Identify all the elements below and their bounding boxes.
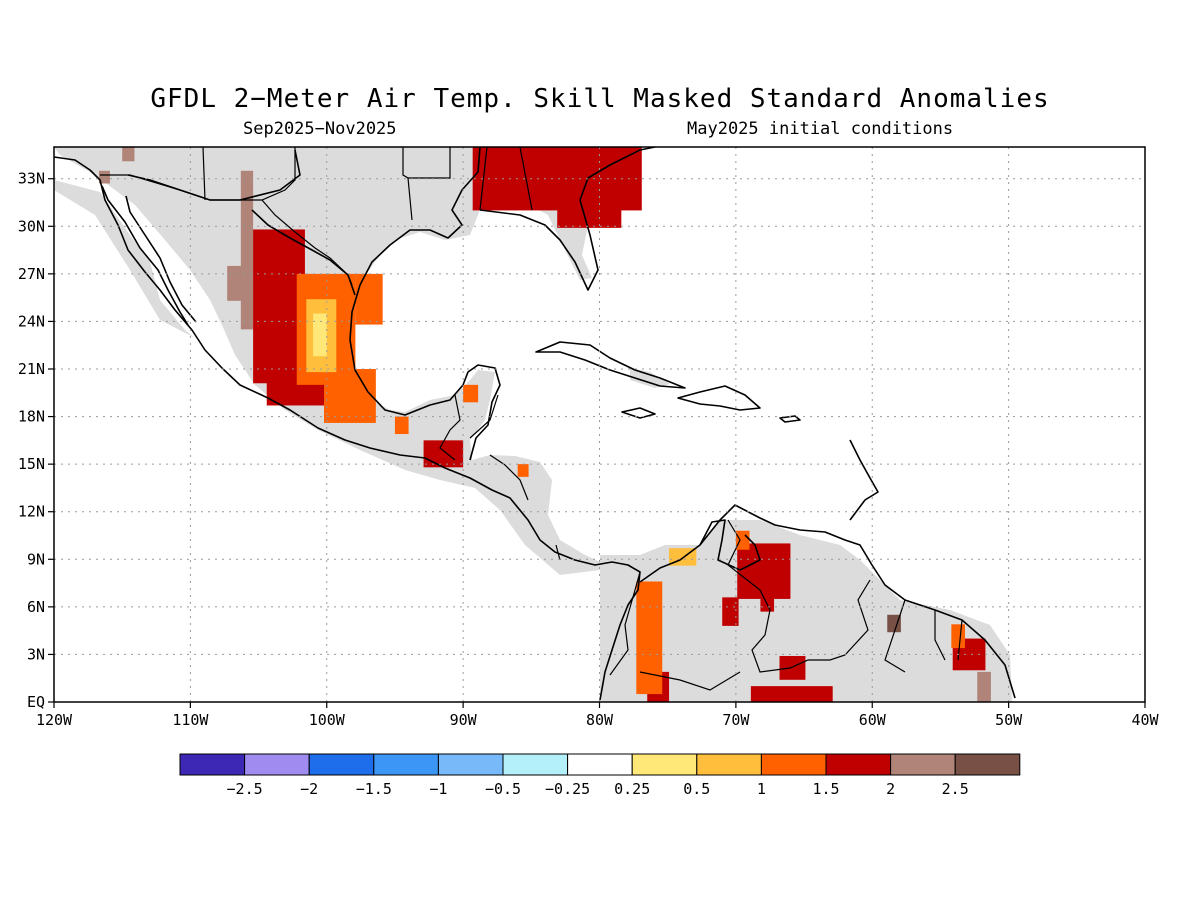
y-tick-label: 24N xyxy=(18,312,45,330)
y-tick-label: 9N xyxy=(27,550,45,568)
colorbar-label: 1.5 xyxy=(812,780,839,798)
colorbar-swatch xyxy=(567,753,633,776)
anomaly-patch xyxy=(735,530,750,550)
y-tick-label: 27N xyxy=(18,265,45,283)
colorbar-swatch xyxy=(179,753,246,776)
x-tick-label: 110W xyxy=(172,711,209,729)
colorbar: −2.5 −2 −1.5 −1 −0.5 −0.25 0.25 0.5 1 1.5 2 2.5 xyxy=(179,753,1021,798)
anomaly-patch xyxy=(313,313,327,357)
y-tick-label: 21N xyxy=(18,360,45,378)
map-axes: 120W 110W 100W 90W 80W 70W 60W 50W 40W 33N 30N 27N 2… xyxy=(18,170,1160,729)
anomaly-patch xyxy=(253,229,305,384)
colorbar-label: −2 xyxy=(300,780,318,798)
x-tick-label: 90W xyxy=(450,711,478,729)
anomaly-patch xyxy=(779,656,806,680)
colorbar-swatch xyxy=(760,753,827,776)
colorbar-label: 0.25 xyxy=(614,780,650,798)
anomaly-patch xyxy=(227,265,247,301)
colorbar-swatch xyxy=(696,753,762,776)
x-tick-label: 60W xyxy=(859,711,887,729)
country-borders xyxy=(100,147,963,691)
x-tick-label: 70W xyxy=(722,711,750,729)
colorbar-label: 1 xyxy=(757,780,766,798)
x-tick-label: 40W xyxy=(1131,711,1159,729)
colorbar-label: 2.5 xyxy=(942,780,969,798)
anomaly-patch xyxy=(750,686,833,702)
colorbar-swatch xyxy=(890,753,956,776)
y-tick-label: 15N xyxy=(18,455,45,473)
anomaly-patch xyxy=(951,624,965,649)
map-title: GFDL 2−Meter Air Temp. Skill Masked Stan… xyxy=(150,84,1050,114)
colorbar-label: −0.5 xyxy=(485,780,521,798)
anomaly-patch xyxy=(887,614,901,633)
colorbar-swatch xyxy=(631,753,698,776)
y-tick-label: 30N xyxy=(18,217,45,235)
anomaly-patch xyxy=(557,162,622,228)
anomaly-patch xyxy=(977,671,991,702)
y-tick-label: 6N xyxy=(27,598,45,616)
anomaly-patch xyxy=(636,581,663,695)
anomaly-patch xyxy=(517,464,529,477)
y-tick-label: 18N xyxy=(18,408,45,426)
anomaly-patch xyxy=(240,170,254,330)
forecast-period: Sep2025−Nov2025 xyxy=(243,119,397,139)
x-tick-label: 120W xyxy=(36,711,73,729)
colorbar-swatch xyxy=(244,753,310,776)
colorbar-label: 0.5 xyxy=(683,780,710,798)
colorbar-label: −2.5 xyxy=(227,780,263,798)
colorbar-label: −0.25 xyxy=(545,780,590,798)
x-tick-label: 50W xyxy=(995,711,1023,729)
colorbar-swatch xyxy=(373,753,439,776)
anomaly-patch xyxy=(324,369,376,423)
masked-land-areas xyxy=(54,147,1012,702)
anomaly-patch xyxy=(355,273,383,325)
colorbar-swatch xyxy=(437,753,504,776)
initial-conditions: May2025 initial conditions xyxy=(687,119,954,139)
lat-lon-grid xyxy=(54,147,1145,702)
x-tick-label: 100W xyxy=(309,711,346,729)
y-tick-label: 3N xyxy=(27,645,45,663)
anomaly-patch xyxy=(722,597,739,626)
anomaly-patch xyxy=(737,543,791,599)
colorbar-swatch xyxy=(308,753,375,776)
anomaly-patch xyxy=(99,170,110,184)
anomaly-patch xyxy=(394,416,409,435)
colorbar-swatch xyxy=(502,753,569,776)
anomaly-patch xyxy=(463,384,479,403)
anomaly-patch xyxy=(423,440,464,468)
colorbar-label: −1.5 xyxy=(356,780,392,798)
colorbar-swatch xyxy=(825,753,892,776)
x-tick-label: 80W xyxy=(586,711,614,729)
y-tick-label: 33N xyxy=(18,170,45,188)
colorbar-label: 2 xyxy=(886,780,895,798)
colorbar-label: −1 xyxy=(429,780,447,798)
y-tick-label: EQ xyxy=(27,693,45,711)
y-tick-label: 12N xyxy=(18,503,45,521)
anomaly-patches xyxy=(99,147,991,702)
colorbar-swatch xyxy=(954,753,1021,776)
anomaly-patch xyxy=(122,147,135,162)
